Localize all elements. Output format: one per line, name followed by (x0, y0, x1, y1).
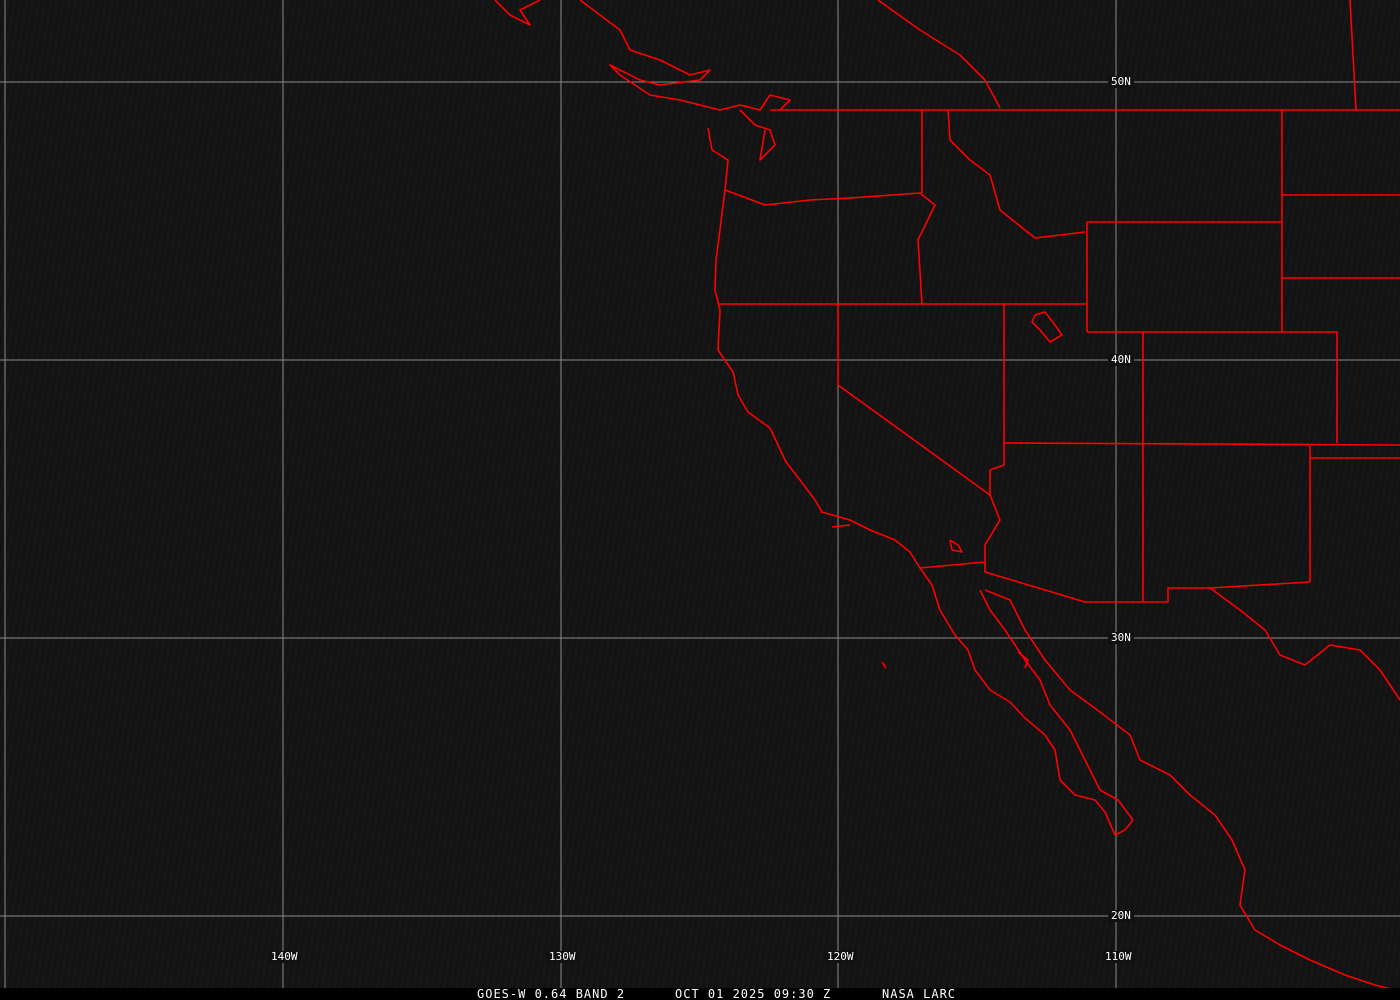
baja-east-coast (979, 589, 1134, 821)
caption-datetime: OCT 01 2025 09:30 Z (675, 987, 832, 1000)
lat-label-20n: 20N (1108, 910, 1134, 922)
lon-label-130w: 130W (546, 951, 579, 963)
gulf-islands (1017, 651, 1029, 669)
id-mt-border (947, 109, 1086, 239)
image-caption: GOES-W 0.64 BAND 2 OCT 01 2025 09:30 Z N… (0, 988, 1400, 1000)
caption-source: NASA LARC (882, 987, 957, 1000)
mexico-mainland-coast (984, 589, 1396, 991)
wa-or-border (724, 189, 936, 305)
political-boundaries (494, 0, 1400, 991)
lon-label-120w: 120W (824, 951, 857, 963)
bc-coast (579, 0, 791, 111)
wy-south-border (1143, 331, 1338, 443)
pacific-islands (881, 661, 887, 669)
lon-label-140w: 140W (268, 951, 301, 963)
canada-border-east (1349, 0, 1357, 111)
ut-wy-border (1087, 331, 1144, 602)
ut-az-border (1003, 442, 1400, 446)
caption-satellite: GOES-W 0.64 BAND 2 (477, 987, 626, 1000)
lat-label-40n: 40N (1108, 354, 1134, 366)
lon-label-110w: 110W (1102, 951, 1135, 963)
great-salt-lake (1031, 311, 1063, 343)
us-west-coast (707, 127, 921, 569)
nv-az-border (989, 443, 1005, 495)
lat-label-50n: 50N (1108, 76, 1134, 88)
lat-label-30n: 30N (1108, 632, 1134, 644)
salton-sea (949, 539, 963, 553)
channel-islands (831, 524, 851, 528)
vancouver-island (494, 0, 541, 26)
us-mexico-border (919, 561, 1311, 603)
ca-nv-border (837, 304, 1001, 565)
bc-alberta-border (877, 0, 1001, 109)
puget-sound (739, 109, 776, 161)
mexico-east-coast (1209, 587, 1400, 701)
baja-west-coast (919, 567, 1134, 836)
